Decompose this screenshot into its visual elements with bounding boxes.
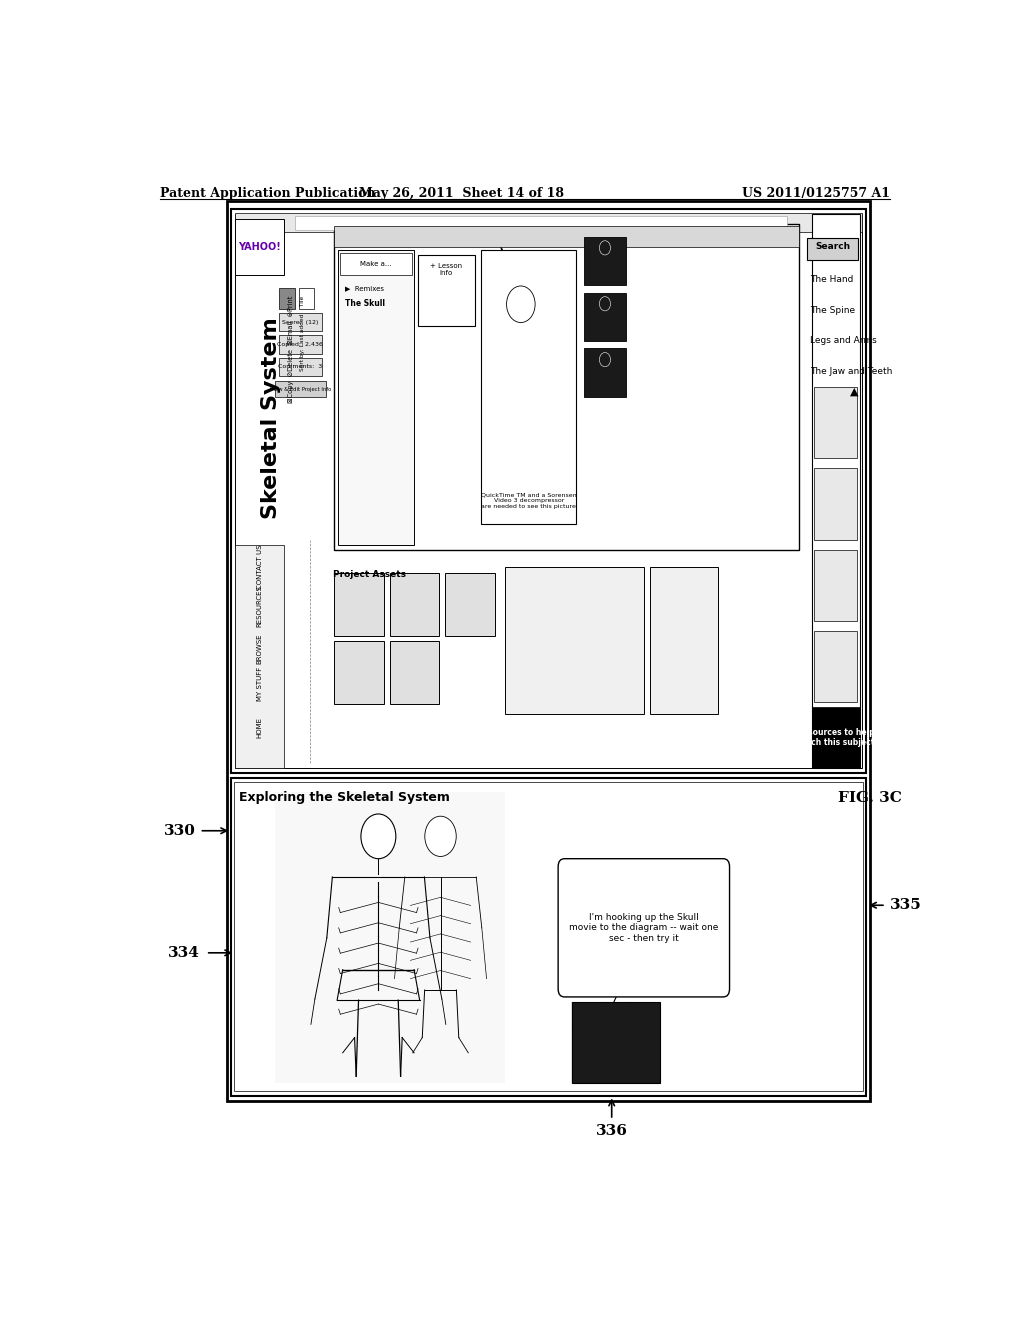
Text: I'm hooking up the Skull
movie to the diagram -- wait one
sec - then try it: I'm hooking up the Skull movie to the di… [569,913,719,942]
Text: Exploring the Skeletal System: Exploring the Skeletal System [240,791,450,804]
Bar [585,348,626,397]
Text: View & Edit Project Info: View & Edit Project Info [270,387,332,392]
Text: May 26, 2011  Sheet 14 of 18: May 26, 2011 Sheet 14 of 18 [358,187,564,199]
Bar [585,236,626,285]
Bar [340,253,412,276]
Text: Project Assets: Project Assets [333,570,406,579]
Text: CONTACT US: CONTACT US [257,545,263,589]
Bar [279,289,295,309]
Text: Make a...: Make a... [360,261,392,267]
Bar [236,219,285,276]
Bar [234,783,863,1092]
Bar [274,792,505,1084]
Text: US 2011/0125757 A1: US 2011/0125757 A1 [741,187,890,199]
Bar [338,249,414,545]
Text: Legs and Arms: Legs and Arms [811,337,878,346]
Text: ⊠Copy  ⊘Delete  ⊠Email  ⊜Print: ⊠Copy ⊘Delete ⊠Email ⊜Print [289,296,294,403]
Bar [572,1002,659,1084]
Text: Sort by: Last added    Tile: Sort by: Last added Tile [300,296,305,371]
Bar [807,238,858,260]
Bar [236,545,285,768]
Text: 336: 336 [596,1125,628,1138]
Bar [236,214,862,768]
Bar [814,631,857,702]
Circle shape [360,814,396,859]
Bar [231,779,866,1096]
Bar [418,255,475,326]
Bar [279,313,323,331]
Bar [390,642,439,704]
Bar [236,214,862,231]
Circle shape [425,816,457,857]
Bar [334,224,799,549]
Text: BROWSE: BROWSE [257,634,263,664]
Text: FIG. 3C: FIG. 3C [839,791,902,805]
Text: ▶  Remixes: ▶ Remixes [345,285,384,292]
Bar [814,387,857,458]
Bar [334,227,799,247]
Text: YAHOO!: YAHOO! [239,242,282,252]
Text: Comments:  3: Comments: 3 [279,364,323,370]
Bar [812,708,860,768]
Bar [814,549,857,620]
Text: The Hand: The Hand [811,276,854,284]
Bar [279,358,323,376]
Text: MY STUFF: MY STUFF [257,667,263,701]
Text: Score:  (12): Score: (12) [282,319,318,325]
Bar [814,469,857,540]
Bar [585,293,626,342]
Text: 335: 335 [890,898,922,912]
Bar [299,289,314,309]
Bar [481,249,577,524]
Text: RESOURCES: RESOURCES [257,585,263,627]
Bar [334,642,384,704]
Bar [445,573,495,636]
Bar [295,216,786,230]
Bar [334,573,384,636]
Bar [227,201,870,1101]
Bar [231,210,866,774]
Bar [279,335,323,354]
Text: The Spine: The Spine [811,306,856,314]
Text: ▲: ▲ [850,387,858,397]
Text: Skeletal System: Skeletal System [261,318,282,519]
Text: The Skull: The Skull [345,298,385,308]
Text: QuickTime TM and a Sorensen
Video 3 decompressor
are needed to see this picture: QuickTime TM and a Sorensen Video 3 deco… [481,492,577,510]
Circle shape [507,286,536,322]
Bar [274,381,327,397]
Bar [505,568,644,714]
Text: Resources to help
teach this subject: Resources to help teach this subject [797,729,874,747]
Text: HOME: HOME [257,718,263,738]
Text: Patent Application Publication: Patent Application Publication [160,187,375,199]
Text: 332: 332 [501,261,532,276]
Text: Copied:  2,436: Copied: 2,436 [278,342,324,347]
Bar [812,214,860,768]
Bar [650,568,718,714]
Text: Search: Search [815,243,850,251]
FancyBboxPatch shape [558,859,729,997]
Text: + Lesson
Info: + Lesson Info [430,263,462,276]
Bar [390,573,439,636]
Text: The Jaw and Teeth: The Jaw and Teeth [811,367,893,376]
Text: 334: 334 [168,946,200,960]
Text: 330: 330 [164,824,196,838]
